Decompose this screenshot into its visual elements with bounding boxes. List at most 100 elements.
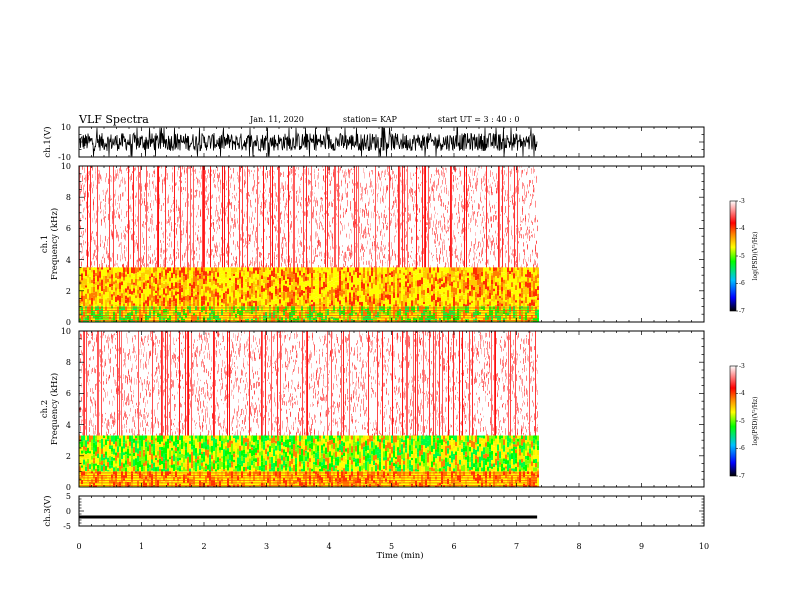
spectrogram-cell xyxy=(521,303,523,306)
spectrogram-cell xyxy=(367,233,368,235)
spectrogram-cell xyxy=(134,167,135,172)
spectrogram-cell xyxy=(481,288,483,296)
spectrogram-cell xyxy=(496,237,497,244)
spectrogram-cell xyxy=(193,302,195,307)
spectrogram-cell xyxy=(457,275,459,279)
spectrogram-cell xyxy=(480,192,481,198)
spectrogram-cell xyxy=(285,302,287,307)
spectrogram-cell xyxy=(125,234,126,238)
spectrogram-cell xyxy=(536,176,537,183)
spectrogram-cell xyxy=(276,205,277,212)
spectrogram-cell xyxy=(394,200,395,205)
spectrogram-cell xyxy=(155,267,157,272)
spectrogram-cell xyxy=(223,276,225,280)
spectrogram-cell xyxy=(94,239,95,245)
spectrogram-cell xyxy=(485,293,487,300)
spectrogram-cell xyxy=(395,291,397,294)
spectrogram-cell xyxy=(213,222,214,226)
spectrogram-cell xyxy=(479,267,481,273)
spectrogram-cell xyxy=(403,202,404,209)
spectrogram-cell xyxy=(195,168,196,174)
spectrogram-cell xyxy=(121,306,123,311)
spectrogram-cell xyxy=(97,284,99,290)
spectrogram-cell xyxy=(209,278,211,283)
spectrogram-cell xyxy=(285,242,286,247)
spectrogram-cell xyxy=(497,290,499,296)
spectrogram-cell xyxy=(235,218,236,226)
spectrogram-cell xyxy=(168,210,169,217)
spectrogram-cell xyxy=(519,299,521,307)
spectrogram-cell xyxy=(221,254,222,256)
spectrogram-cell xyxy=(310,173,311,176)
spectrogram-cell xyxy=(415,280,417,287)
spectrogram-cell xyxy=(133,305,135,307)
spectrogram-cell xyxy=(497,303,499,307)
spectrogram-cell xyxy=(429,277,431,284)
spectrogram-cell xyxy=(129,225,130,230)
spectrogram-cell xyxy=(407,279,409,284)
spectrogram-cell xyxy=(99,175,100,183)
spectrogram-cell xyxy=(383,295,385,301)
spectrogram-cell xyxy=(115,283,117,288)
spectrogram-cell xyxy=(85,317,87,322)
spectrogram-cell xyxy=(110,225,111,227)
spectrogram-cell xyxy=(419,246,420,249)
spectrogram-cell xyxy=(475,275,477,281)
spectrogram-cell xyxy=(315,273,317,279)
spectrogram-cell xyxy=(374,205,375,212)
spectrogram-cell xyxy=(276,224,277,226)
spectrogram-cell xyxy=(537,305,539,307)
spectrogram-cell xyxy=(247,267,249,272)
spectrogram-cell xyxy=(214,243,215,248)
spectrogram-cell xyxy=(109,284,111,288)
spectrogram-cell xyxy=(252,257,253,260)
spectrogram-cell xyxy=(336,206,337,211)
spectrogram-cell xyxy=(161,277,163,280)
spectrogram-cell xyxy=(440,233,441,240)
spectrogram-cell xyxy=(337,293,339,298)
spectrogram-cell xyxy=(211,297,213,302)
spectrogram-cell xyxy=(265,173,266,176)
spectrogram-cell xyxy=(233,304,235,307)
spectrogram-cell xyxy=(198,178,199,184)
spectrogram-cell xyxy=(469,286,471,292)
spectrogram-cell xyxy=(397,209,398,213)
spectrogram-cell xyxy=(279,299,281,304)
spectrogram-cell xyxy=(263,276,265,280)
spectrogram-cell xyxy=(309,301,311,306)
spectrogram-cell xyxy=(179,277,181,280)
spectrogram-cell xyxy=(119,295,121,303)
spectrogram-cell xyxy=(164,178,165,185)
spectrogram-cell xyxy=(217,226,218,231)
spectrogram-cell xyxy=(308,168,309,175)
spectrogram-cell xyxy=(269,170,270,176)
spectrogram-cell xyxy=(105,216,106,218)
spectrogram-cell xyxy=(411,272,413,275)
spectrogram-cell xyxy=(192,225,193,228)
spectrogram-cell xyxy=(153,200,154,206)
spectrogram-cell xyxy=(91,239,92,243)
spectrogram-cell xyxy=(517,299,519,304)
spectrogram-cell xyxy=(460,235,461,237)
spectrogram-cell xyxy=(193,282,195,289)
spectrogram-cell xyxy=(133,284,135,289)
spectrogram-cell xyxy=(167,295,169,301)
spectrogram-cell xyxy=(200,208,201,215)
spectrogram-cell xyxy=(87,306,89,313)
spectrogram-cell xyxy=(295,292,297,296)
spectrogram-cell xyxy=(159,295,161,299)
spectrogram-cell xyxy=(175,291,177,296)
spectrogram-cell xyxy=(208,253,209,258)
spectrogram-cell xyxy=(217,276,219,283)
spectrogram-cell xyxy=(167,261,168,263)
spectrogram-cell xyxy=(513,212,514,218)
spectrogram-cell xyxy=(470,218,471,223)
spectrogram-cell xyxy=(501,195,502,201)
spectrogram-cell xyxy=(109,304,111,307)
spectrogram-cell xyxy=(414,259,415,265)
spectrogram-cell xyxy=(149,179,150,184)
spectrogram-cell xyxy=(213,219,214,221)
spectrogram-cell xyxy=(309,260,310,264)
spectrogram-cell xyxy=(436,254,437,260)
spectrogram-cell xyxy=(361,256,362,261)
